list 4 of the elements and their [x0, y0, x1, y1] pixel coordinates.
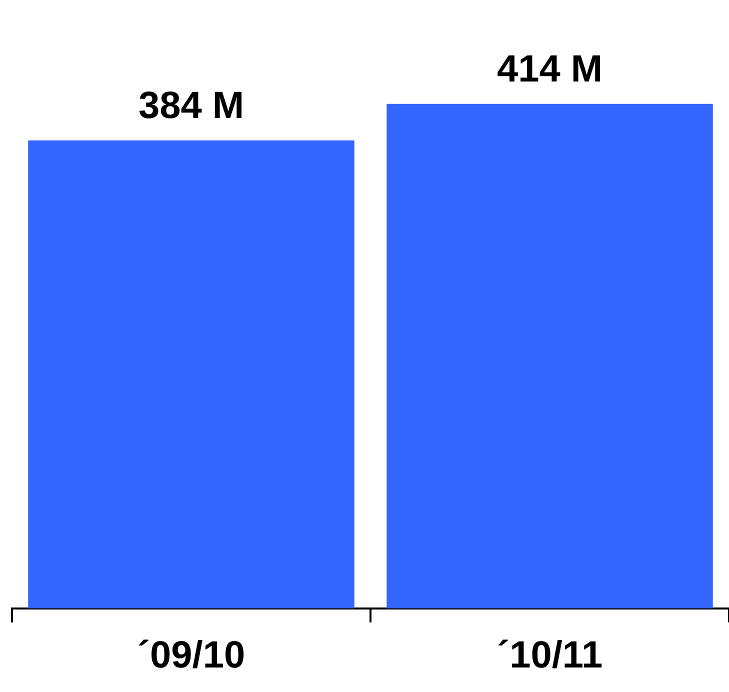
x-tick-label: ´09/10	[137, 634, 246, 677]
data-label: 384 M	[138, 84, 244, 127]
x-tick-label: ´10/11	[496, 634, 603, 677]
data-label: 414 M	[496, 48, 603, 90]
